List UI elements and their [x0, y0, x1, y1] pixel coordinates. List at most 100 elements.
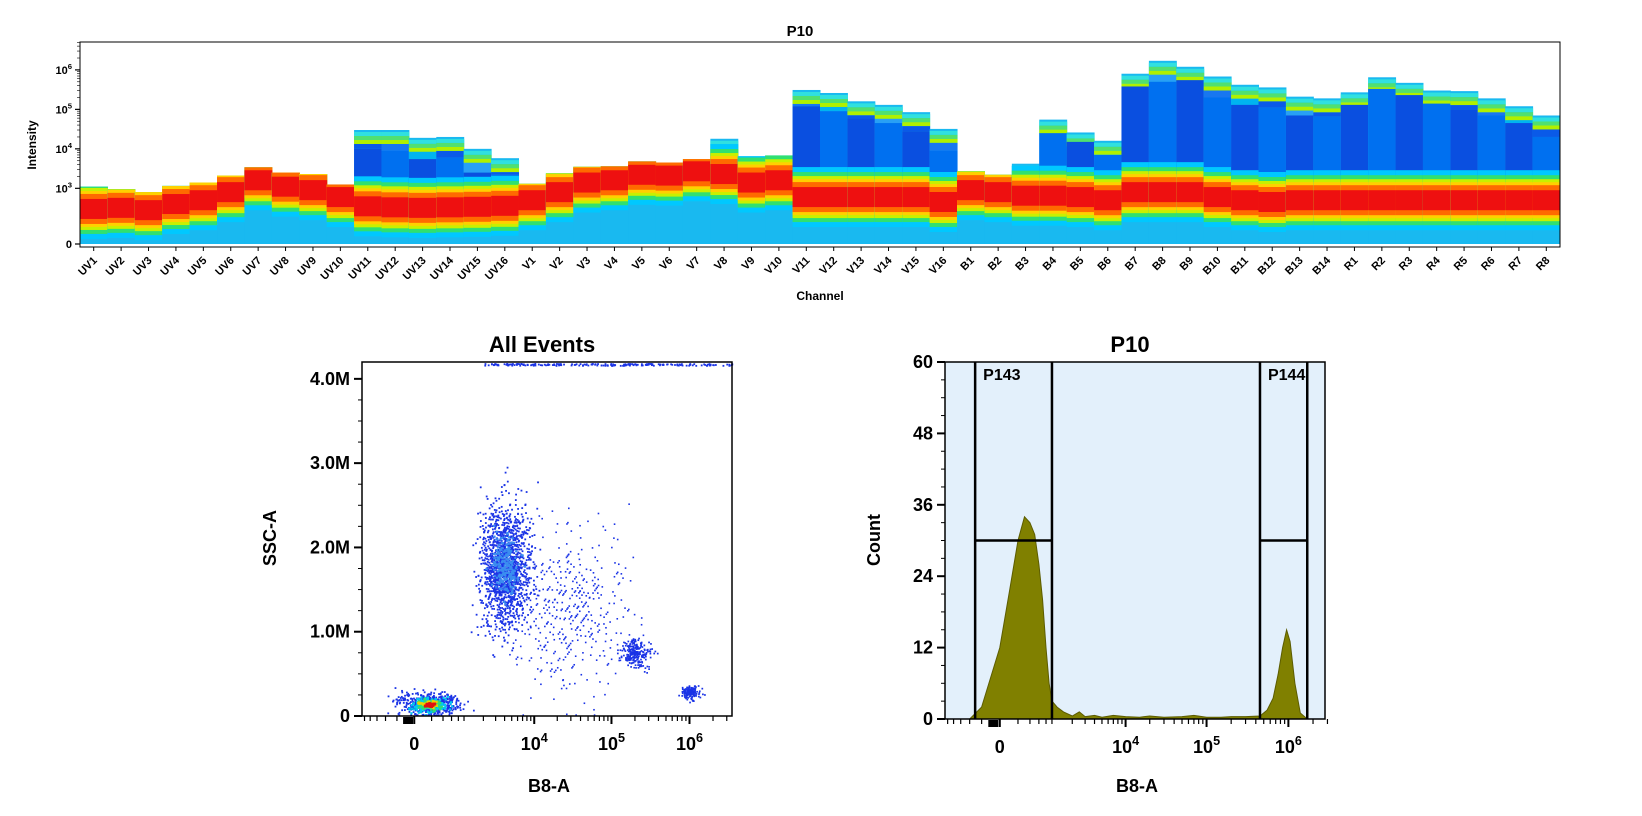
ribbon-column-b2	[984, 174, 1013, 244]
ribbon-x-tick-label: UV10	[319, 255, 347, 283]
scatter-plot-background	[362, 362, 732, 716]
histogram-y-tick-label: 0	[923, 709, 933, 729]
ribbon-column-b12	[1258, 87, 1287, 244]
ribbon-x-axis: UV1 UV2 UV3 UV4 UV5 UV6 UV7 UV8 UV9 UV10 UV11 UV12 U…	[76, 247, 1552, 283]
histogram-gates: P143 P144	[973, 362, 1309, 719]
gate-label: P144	[1268, 367, 1305, 384]
scatter-plot: All Events 01.0M2.0M3.0M4.0M 0 104 105 106 …	[260, 332, 734, 796]
ribbon-column-v15	[902, 112, 931, 245]
ribbon-y-tick-label: 106	[55, 62, 72, 77]
ribbon-x-tick-label: R2	[1370, 255, 1388, 273]
ribbon-x-tick-label: UV9	[295, 255, 319, 279]
ribbon-column-uv5	[189, 182, 218, 244]
histogram-y-axis: 0 12 24 36 48 60	[913, 352, 945, 729]
ribbon-column-uv12	[381, 130, 410, 244]
ribbon-column-uv3	[134, 192, 163, 244]
scatter-y-tick-label: 0	[340, 706, 350, 726]
ribbon-column-v12	[820, 92, 848, 245]
ribbon-x-tick-label: UV5	[186, 255, 210, 279]
histogram-y-tick-label: 12	[913, 638, 933, 658]
ribbon-x-tick-label: V11	[791, 255, 813, 277]
ribbon-column-uv13	[408, 137, 437, 244]
ribbon-x-tick-label: R8	[1534, 255, 1552, 273]
ribbon-column-r8	[1532, 115, 1561, 244]
ribbon-x-tick-label: B3	[1013, 255, 1031, 273]
gate-p143[interactable]: P143	[973, 362, 1054, 719]
ribbon-y-axis: 0 103 104 105 106	[55, 42, 81, 251]
ribbon-column-v16	[929, 128, 958, 244]
ribbon-x-axis-label: Channel	[796, 289, 843, 303]
scatter-y-tick-label: 3.0M	[310, 453, 350, 473]
scatter-events	[387, 363, 734, 717]
ribbon-column-v3	[573, 166, 602, 244]
ribbon-column-uv4	[162, 185, 191, 244]
scatter-y-tick-label: 1.0M	[310, 622, 350, 642]
ribbon-column-v2	[545, 173, 574, 244]
ribbon-x-tick-label: UV4	[158, 254, 182, 278]
ribbon-column-r2	[1368, 77, 1397, 244]
ribbon-x-tick-label: V8	[712, 255, 730, 273]
ribbon-x-tick-label: V16	[927, 255, 949, 277]
ribbon-x-tick-label: B12	[1256, 255, 1279, 278]
ribbon-y-axis-label: Intensity	[25, 120, 39, 170]
population-b8-positive-mid	[616, 637, 659, 674]
scatter-x-axis: 0 104 105 106	[363, 716, 728, 754]
ribbon-column-v9	[737, 156, 766, 244]
ribbon-column-uv7	[244, 167, 273, 244]
ribbon-x-tick-label: V5	[630, 255, 648, 273]
scatter-x-axis-label: B8-A	[528, 776, 570, 796]
ribbon-column-b1	[957, 171, 985, 244]
ribbon-x-tick-label: V2	[548, 255, 566, 273]
histogram-x-tick-label: 104	[1112, 734, 1139, 757]
scatter-x-tick-label: 106	[676, 731, 703, 754]
ribbon-x-tick-label: UV16	[483, 255, 511, 283]
ribbon-x-tick-label: B14	[1310, 254, 1333, 277]
ribbon-column-r4	[1422, 90, 1451, 244]
histogram-x-axis-label: B8-A	[1116, 776, 1158, 796]
scatter-x-tick-label: 105	[598, 731, 625, 754]
ribbon-x-tick-label: B5	[1068, 255, 1086, 273]
gate-p144[interactable]: P144	[1258, 362, 1309, 719]
ribbon-x-tick-label: UV6	[213, 255, 237, 279]
gate-label: P143	[983, 367, 1020, 384]
ribbon-x-tick-label: V7	[685, 255, 703, 273]
population-saturated	[484, 363, 734, 367]
ribbon-column-uv14	[436, 136, 465, 244]
histogram-y-tick-label: 36	[913, 495, 933, 515]
ribbon-column-uv2	[107, 189, 136, 244]
ribbon-x-tick-label: R6	[1479, 255, 1497, 273]
scatter-y-axis-label: SSC-A	[260, 510, 280, 566]
ribbon-x-tick-label: UV12	[373, 255, 401, 283]
ribbon-x-tick-label: UV13	[401, 255, 429, 283]
ribbon-title: P10	[787, 23, 814, 40]
ribbon-columns	[80, 60, 1561, 245]
ribbon-x-tick-label: V12	[817, 255, 839, 277]
ribbon-column-v14	[874, 104, 903, 244]
ribbon-column-v1	[518, 183, 547, 244]
ribbon-x-tick-label: B8	[1150, 255, 1168, 273]
ribbon-x-tick-label: B1	[958, 255, 976, 273]
ribbon-x-tick-label: R7	[1507, 255, 1525, 273]
ribbon-x-tick-label: UV8	[268, 255, 292, 279]
histogram-y-tick-label: 48	[913, 423, 933, 443]
histogram-plot: P10 P143 P144 0 12 24 36 48 60 0 104 105 106 Coun…	[864, 332, 1329, 796]
ribbon-x-tick-label: R5	[1452, 255, 1470, 273]
scatter-y-tick-label: 4.0M	[310, 369, 350, 389]
ribbon-y-tick-label: 103	[55, 180, 72, 195]
ribbon-column-b4	[1039, 119, 1068, 244]
ribbon-x-tick-label: UV7	[241, 255, 265, 279]
ribbon-column-b6	[1094, 140, 1122, 244]
ribbon-column-uv10	[326, 184, 355, 244]
ribbon-column-b14	[1313, 98, 1342, 244]
ribbon-x-tick-label: B6	[1095, 255, 1113, 273]
ribbon-column-r1	[1340, 92, 1369, 244]
ribbon-column-uv9	[299, 174, 328, 244]
ribbon-x-tick-label: V9	[740, 255, 758, 273]
ribbon-column-v6	[655, 162, 684, 244]
ribbon-x-tick-label: B7	[1123, 255, 1141, 273]
ribbon-x-tick-label: V15	[900, 255, 922, 277]
histogram-x-tick-label: 106	[1275, 734, 1302, 757]
population-negative-core-red	[423, 702, 437, 708]
ribbon-x-tick-label: V1	[520, 255, 538, 273]
